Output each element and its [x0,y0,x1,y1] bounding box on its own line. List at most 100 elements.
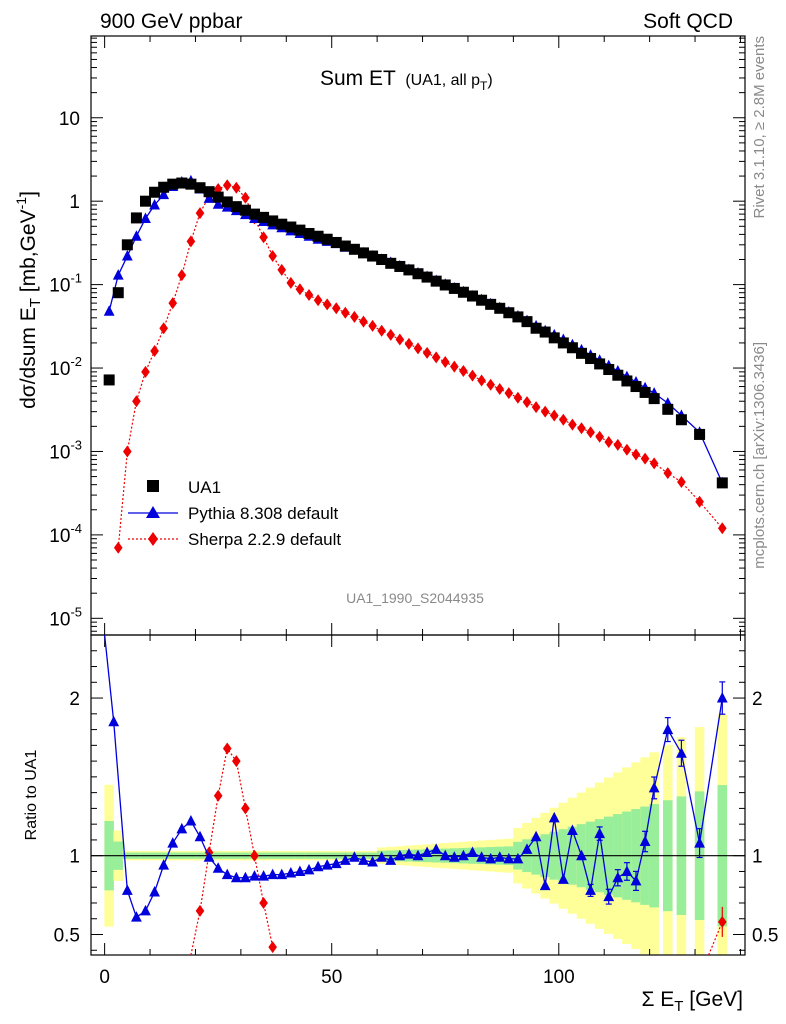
pythia-ratio-point [230,871,242,883]
ratio-y-tick-label: 2 [69,689,80,710]
sherpa-point [450,360,459,373]
ua1-point [358,247,369,259]
ua1-point [339,240,351,252]
ua1-point [212,191,224,203]
ua1-point [285,221,297,233]
pythia-ratio-point [521,843,533,854]
sherpa-point [540,405,550,418]
pythia-ratio-point [140,904,151,916]
sherpa-point [568,418,577,431]
pythia-ratio-point [194,830,206,842]
pythia-ratio-point [403,848,415,859]
x-tick-label: 100 [543,967,575,988]
legend-marker-ua1 [147,480,159,492]
ua1-point [312,230,324,242]
sherpa-point [413,342,423,355]
ua1-point [557,337,569,349]
sherpa-ratio-point [241,802,250,815]
ua1-point [430,275,442,287]
sherpa-point [277,263,287,276]
y-tick-label: 10-2 [49,354,82,380]
sherpa-point [622,443,632,456]
sherpa-ratio-point [250,849,259,862]
pythia-ratio-point [221,868,233,880]
pythia-point [121,250,133,261]
pythia-ratio-point [557,873,569,884]
sherpa-point [559,413,568,426]
pythia-ratio-point [503,852,515,864]
ua1-point [176,177,188,189]
sherpa-point [649,457,659,470]
pythia-ratio-point [121,884,133,895]
pythia-ratio-point [439,849,451,861]
sherpa-point [123,445,132,458]
pythia-ratio-point [367,855,378,867]
ua1-point [376,253,388,265]
sherpa-ratio-series [190,742,727,956]
ratio-y-tick-label-right: 0.5 [752,926,778,947]
sherpa-point [159,322,168,335]
pythia-ratio-point [358,854,369,865]
sherpa-ratio-point [259,896,268,909]
ua1-point [130,212,142,224]
pythia-ratio-point [476,851,487,862]
sherpa-ratio-point [232,755,241,768]
pythia-ratio-point [267,868,279,880]
pythia-ratio-point [716,692,728,703]
ua1-point [612,369,624,381]
ua1-point [421,271,433,283]
ua1-point [457,286,469,298]
sherpa-point [295,283,305,296]
pythia-ratio-point [612,871,624,883]
pythia-ratio-point [576,849,587,861]
ua1-point [476,294,488,306]
ua1-point [662,403,674,415]
sherpa-point [549,409,559,422]
ua1-point [467,290,478,302]
sherpa-ratio-point [268,941,277,954]
ua1-point [494,302,506,314]
ua1-point [103,374,115,386]
x-axis-label: Σ ET [GeV] [641,988,743,1015]
pythia-ratio-point [458,849,469,861]
pythia-point [103,305,115,316]
ua1-point [403,264,415,276]
sherpa-point [422,346,432,359]
pythia-point [158,188,170,200]
ratio-y-tick-label: 0.5 [54,926,80,947]
pythia-ratio-point [276,868,288,880]
ua1-point [203,186,215,198]
pythia-ratio-point [662,723,674,735]
pythia-ratio-point [321,859,333,870]
sherpa-point [577,422,586,435]
ua1-point [439,279,451,291]
ua1-point [639,386,651,398]
legend-label-ua1: UA1 [188,478,221,497]
ua1-point [503,307,515,319]
ua1-point [149,186,161,198]
plot-title: Sum ET (UA1, all pT) [320,67,493,93]
sherpa-point [495,383,505,396]
sherpa-point [404,337,414,350]
sherpa-point [604,435,614,448]
ua1-point [121,239,133,251]
sherpa-point [150,345,159,358]
analysis-watermark: UA1_1990_S2044935 [346,590,484,606]
ua1-point [230,201,242,213]
sherpa-point [113,541,123,554]
ratio-y-tick-label-right: 1 [752,847,763,868]
ratio-y-tick-label: 1 [69,847,80,868]
pythia-ratio-point [339,854,351,865]
y-axis-label-ratio: Ratio to UA1 [23,750,40,841]
pythia-ratio-point [294,865,306,876]
ua1-point [249,208,260,220]
sherpa-ratio-point [195,904,205,917]
legend-marker-sherpa [148,532,158,546]
pythia-ratio-point [648,781,660,793]
ua1-point [158,181,170,193]
ua1-point [548,332,560,344]
ua1-point [112,287,124,299]
x-tick-label: 50 [321,967,342,988]
y-tick-label: 10 [59,109,80,130]
sherpa-point [468,369,477,382]
